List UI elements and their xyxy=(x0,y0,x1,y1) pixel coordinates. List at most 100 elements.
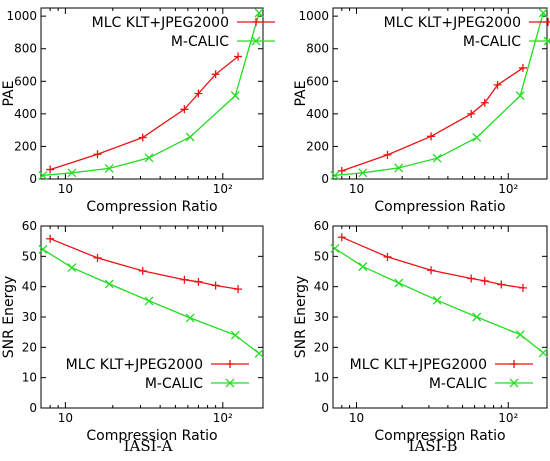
data-point-1 xyxy=(194,277,203,286)
data-point-2 xyxy=(330,170,340,180)
legend-label: MLC KLT+JPEG2000 xyxy=(66,357,203,373)
y-tick-label: 1000 xyxy=(298,9,329,23)
y-tick-label: 20 xyxy=(22,340,37,354)
x-tick-label: 10² xyxy=(498,411,518,425)
legend-marker xyxy=(252,18,260,26)
y-tick-label: 600 xyxy=(14,74,37,88)
plot-frame xyxy=(332,7,548,180)
y-tick-label: 0 xyxy=(321,401,329,415)
data-point-1 xyxy=(46,165,55,174)
y-axis-label: PAE xyxy=(1,81,17,107)
legend-marker xyxy=(543,36,550,46)
chart-panel-1: 0 200 400 600 800 1000 10 10² Compression Ratio P… xyxy=(1,7,275,215)
x-tick-label: 10 xyxy=(349,182,364,196)
y-tick-label: 50 xyxy=(22,249,37,263)
data-point-2 xyxy=(432,295,442,305)
chart-panel-4: 0 10 20 30 40 50 60 10 10² Compression Ratio SNR E… xyxy=(293,219,548,444)
data-point-2 xyxy=(230,91,240,101)
legend-label: M-CALIC xyxy=(145,376,203,392)
data-point-1 xyxy=(383,150,392,159)
data-point-1 xyxy=(234,285,243,294)
data-point-1 xyxy=(480,98,489,107)
y-axis-label: SNR Energy xyxy=(293,276,309,359)
x-tick-label: 10² xyxy=(213,182,233,196)
data-point-1 xyxy=(383,252,392,261)
data-point-2 xyxy=(67,263,77,273)
x-axis-label: Compression Ratio xyxy=(86,199,217,215)
data-point-1 xyxy=(211,70,220,79)
data-point-1 xyxy=(138,133,147,142)
data-point-2 xyxy=(432,153,442,163)
x-axis-label: Compression Ratio xyxy=(86,428,217,444)
data-point-1 xyxy=(194,89,203,98)
caption-iasi-a: IASI-A xyxy=(123,437,173,455)
data-point-1 xyxy=(497,280,506,289)
data-point-2 xyxy=(144,153,154,163)
data-point-1 xyxy=(467,109,476,118)
data-point-2 xyxy=(254,348,264,358)
data-point-2 xyxy=(358,262,368,272)
y-tick-label: 30 xyxy=(314,310,329,324)
x-tick-label: 10 xyxy=(58,411,73,425)
y-tick-label: 200 xyxy=(14,139,37,153)
x-tick-label: 10 xyxy=(58,182,73,196)
plot-frame xyxy=(40,7,264,180)
legend-label: MLC KLT+JPEG2000 xyxy=(350,357,487,373)
legend-marker xyxy=(510,360,518,368)
data-point-1 xyxy=(337,166,346,175)
data-point-1 xyxy=(467,274,476,283)
legend-label: M-CALIC xyxy=(429,376,487,392)
x-tick-label: 10² xyxy=(498,182,518,196)
data-point-2 xyxy=(394,278,404,288)
y-tick-label: 400 xyxy=(306,107,329,121)
data-point-1 xyxy=(427,266,436,275)
data-point-1 xyxy=(180,275,189,284)
data-point-2 xyxy=(394,163,404,173)
chart-panel-3: 0 10 20 30 40 50 60 10 10² Compression Ratio SNR E… xyxy=(1,219,264,444)
data-point-1 xyxy=(493,80,502,89)
data-point-1 xyxy=(427,132,436,141)
data-point-2 xyxy=(104,163,114,173)
data-point-1 xyxy=(518,283,527,292)
y-tick-label: 40 xyxy=(314,280,329,294)
y-tick-label: 10 xyxy=(22,371,37,385)
data-point-2 xyxy=(185,313,195,323)
y-axis-label: SNR Energy xyxy=(1,276,17,359)
x-axis-label: Compression Ratio xyxy=(374,199,505,215)
data-point-2 xyxy=(254,8,264,18)
x-tick-label: 10 xyxy=(349,411,364,425)
data-point-2 xyxy=(104,279,114,289)
legend-marker xyxy=(226,360,234,368)
legend-label: M-CALIC xyxy=(171,34,229,50)
legend-label: MLC KLT+JPEG2000 xyxy=(384,15,521,31)
y-axis-label: PAE xyxy=(293,81,309,107)
data-point-1 xyxy=(93,150,102,159)
y-tick-label: 400 xyxy=(14,107,37,121)
data-point-2 xyxy=(330,243,340,253)
data-point-1 xyxy=(180,105,189,114)
legend-marker xyxy=(251,36,261,46)
data-point-1 xyxy=(93,253,102,262)
data-point-2 xyxy=(472,312,482,322)
y-tick-label: 20 xyxy=(314,340,329,354)
data-point-2 xyxy=(144,296,154,306)
y-tick-label: 800 xyxy=(306,42,329,56)
x-tick-label: 10² xyxy=(213,411,233,425)
y-tick-label: 0 xyxy=(29,172,37,186)
series-line-1 xyxy=(49,55,239,171)
y-tick-label: 0 xyxy=(321,172,329,186)
y-tick-label: 60 xyxy=(314,219,329,233)
data-point-2 xyxy=(538,348,548,358)
data-point-2 xyxy=(515,330,525,340)
data-point-2 xyxy=(185,132,195,142)
data-point-2 xyxy=(38,244,48,254)
data-point-1 xyxy=(46,234,55,243)
legend-label: MLC KLT+JPEG2000 xyxy=(92,15,229,31)
y-tick-label: 30 xyxy=(22,310,37,324)
chart-panel-2: 0 200 400 600 800 1000 10 10² Compression Ratio P… xyxy=(293,7,550,215)
data-point-2 xyxy=(230,330,240,340)
caption-iasi-b: IASI-B xyxy=(408,437,458,455)
y-tick-label: 1000 xyxy=(6,9,37,23)
x-axis-label: Compression Ratio xyxy=(374,428,505,444)
